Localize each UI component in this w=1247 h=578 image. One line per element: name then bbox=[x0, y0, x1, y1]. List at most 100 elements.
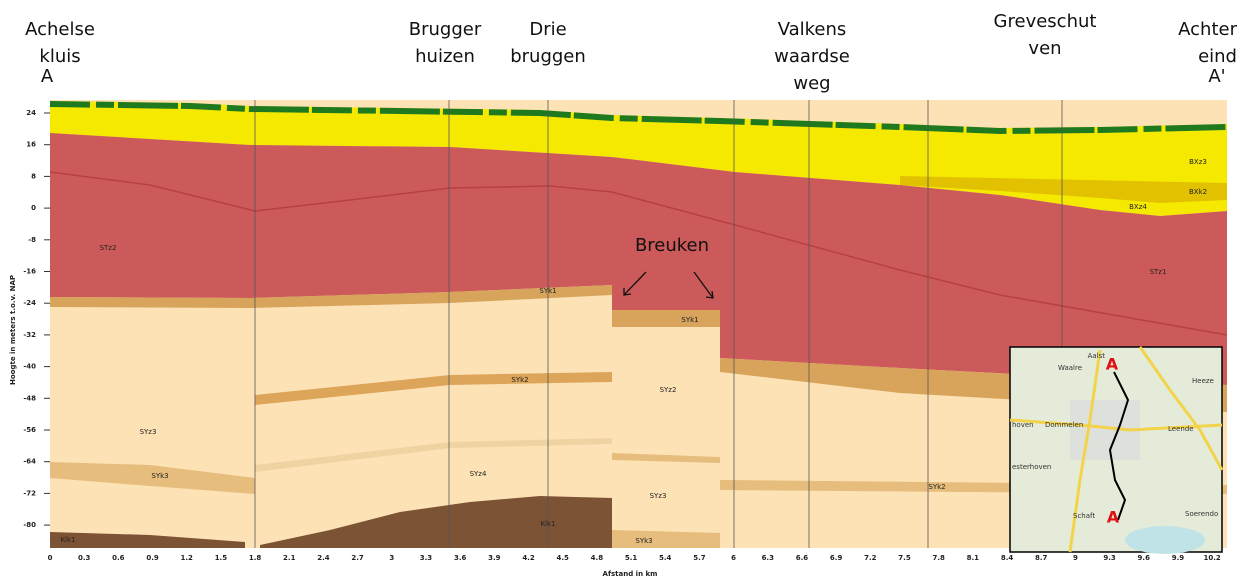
klk1-middle bbox=[260, 496, 612, 548]
y-tick-label: -32 bbox=[23, 331, 36, 339]
layer-label: SYz2 bbox=[660, 386, 677, 394]
layer-label: BXk2 bbox=[1189, 188, 1207, 196]
x-tick-label: 6 bbox=[731, 554, 736, 562]
map-label: Schaft bbox=[1073, 512, 1095, 520]
x-tick-label: 9 bbox=[1073, 554, 1078, 562]
layer-label: SYk3 bbox=[151, 472, 168, 480]
x-tick-label: 3 bbox=[389, 554, 394, 562]
layer-label: SYz3 bbox=[140, 428, 157, 436]
section-route bbox=[1108, 371, 1130, 521]
map-label: Waalre bbox=[1058, 364, 1082, 372]
map-label: Dommelen bbox=[1045, 421, 1083, 429]
annotation: Breuken bbox=[635, 235, 709, 256]
x-tick-label: 5.7 bbox=[693, 554, 706, 562]
syk1-left bbox=[50, 285, 612, 308]
layer-label: Klk1 bbox=[60, 536, 75, 544]
x-tick-label: 0.6 bbox=[112, 554, 125, 562]
location-lines bbox=[254, 100, 1063, 548]
layer-label: SYk2 bbox=[511, 376, 528, 384]
x-tick-label: 3.9 bbox=[488, 554, 501, 562]
section bbox=[49, 100, 1228, 548]
place-name: Drie bbox=[529, 19, 566, 40]
place-name: kluis bbox=[39, 46, 80, 67]
middle-band bbox=[612, 453, 720, 463]
y-tick-label: -16 bbox=[23, 268, 36, 276]
x-tick-label: 7.2 bbox=[864, 554, 877, 562]
map-inset: Aalst Waalre Heeze Dommelen hoven Leende ester… bbox=[1009, 346, 1224, 554]
layer-label: SYk3 bbox=[635, 537, 652, 545]
x-tick-label: 5.1 bbox=[625, 554, 638, 562]
layer-label: Klk1 bbox=[540, 520, 555, 528]
place-name: eind bbox=[1198, 46, 1237, 67]
x-tick-label: 2.4 bbox=[317, 554, 330, 562]
place-name: huizen bbox=[415, 46, 475, 67]
x-tick-label: 6.3 bbox=[762, 554, 775, 562]
layer-label: BXz4 bbox=[1129, 203, 1147, 211]
x-tick-label: 7.8 bbox=[932, 554, 945, 562]
syk3-bottom bbox=[612, 530, 720, 548]
x-tick-label: 3.6 bbox=[454, 554, 467, 562]
x-tick-label: 2.1 bbox=[283, 554, 296, 562]
x-tick-label: 4.8 bbox=[591, 554, 604, 562]
x-tick-label: 8.7 bbox=[1035, 554, 1048, 562]
map-label: Aalst bbox=[1088, 352, 1106, 360]
y-tick-label: -8 bbox=[28, 236, 36, 244]
place-name: Achter bbox=[1178, 19, 1237, 40]
map-label: Heeze bbox=[1192, 377, 1214, 385]
y-axis-title: Hoogte in meters t.o.v. NAP bbox=[9, 275, 17, 385]
x-axis-title: Afstand in km bbox=[603, 570, 658, 578]
place-name: waardse bbox=[774, 46, 850, 67]
x-tick-label: 6.9 bbox=[830, 554, 843, 562]
map-label: hoven bbox=[1012, 421, 1034, 429]
light-band bbox=[255, 438, 612, 472]
y-tick-label: -40 bbox=[23, 363, 36, 371]
syk3-left bbox=[50, 462, 255, 494]
map-marker: A bbox=[1106, 355, 1119, 374]
syk1-middle bbox=[612, 310, 720, 327]
x-tick-label: 7.5 bbox=[898, 554, 911, 562]
red-layer bbox=[50, 133, 1227, 385]
map-marker: A bbox=[1107, 508, 1120, 527]
fault-arrows bbox=[623, 271, 714, 299]
y-tick-label: 0 bbox=[31, 204, 36, 212]
y-tick-label: 8 bbox=[31, 172, 36, 180]
place-name: Valkens bbox=[778, 19, 847, 40]
green-top bbox=[49, 101, 1228, 135]
x-tick-label: 6.6 bbox=[796, 554, 809, 562]
x-tick-label: 8.1 bbox=[967, 554, 980, 562]
layer-label: STz1 bbox=[1150, 268, 1167, 276]
x-tick-label: 4.2 bbox=[522, 554, 535, 562]
y-tick-label: -80 bbox=[23, 521, 36, 529]
place-name: Achelse bbox=[25, 19, 95, 40]
x-tick-label: 2.7 bbox=[351, 554, 364, 562]
x-tick-label: 8.4 bbox=[1001, 554, 1014, 562]
red-internal-line bbox=[49, 171, 1228, 336]
syk2-left bbox=[255, 372, 612, 405]
place-name: Greveschut bbox=[994, 11, 1097, 32]
x-tick-label: 0.9 bbox=[146, 554, 159, 562]
place-name: weg bbox=[793, 73, 830, 94]
place-name: Brugger bbox=[409, 19, 482, 40]
layer-label: STz2 bbox=[100, 244, 117, 252]
y-tick-label: 24 bbox=[26, 109, 36, 117]
layer-label: BXz3 bbox=[1189, 158, 1207, 166]
layer-label: SYk1 bbox=[539, 287, 556, 295]
layer-label: SYk1 bbox=[681, 316, 698, 324]
bxk2-layer bbox=[900, 176, 1227, 203]
x-tick-label: 5.4 bbox=[659, 554, 672, 562]
x-tick-label: 1.2 bbox=[181, 554, 194, 562]
y-tick-label: -48 bbox=[23, 394, 36, 402]
layer-label: SYk2 bbox=[928, 483, 945, 491]
klk1-left bbox=[50, 532, 245, 548]
map-label: Leende bbox=[1168, 425, 1194, 433]
layer-label: SYz4 bbox=[470, 470, 487, 478]
y-tick-label: 16 bbox=[26, 141, 36, 149]
x-tick-label: 0 bbox=[48, 554, 53, 562]
y-tick-label: -72 bbox=[23, 489, 36, 497]
place-name: ven bbox=[1028, 38, 1061, 59]
map-label: esterhoven bbox=[1012, 463, 1051, 471]
place-name: bruggen bbox=[510, 46, 586, 67]
x-tick-label: 9.9 bbox=[1172, 554, 1185, 562]
x-tick-label: 1.5 bbox=[215, 554, 228, 562]
